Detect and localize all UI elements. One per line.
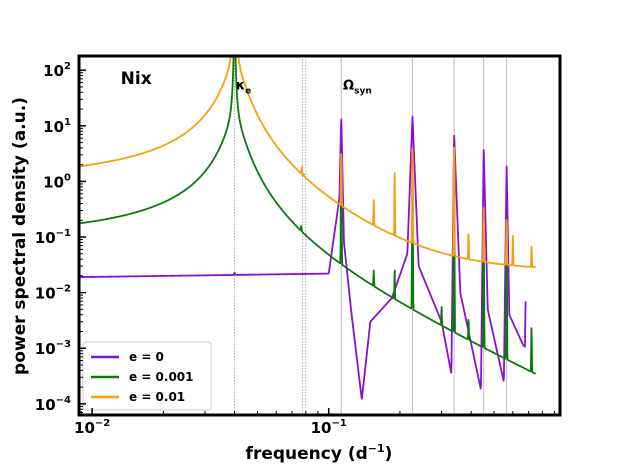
x-tick-label-0: 10−2 — [74, 418, 110, 437]
y-tick-label-6: 10−4 — [35, 395, 71, 414]
series-line-0 — [79, 115, 527, 400]
y-tick-label-1: 101 — [43, 117, 71, 136]
legend-box — [82, 341, 212, 411]
annotation-omega: Ωsyn — [343, 78, 372, 96]
y-tick-label-4: 10−2 — [35, 284, 71, 303]
annotation-nix: Nix — [121, 69, 152, 89]
x-tick-label-1: 10−1 — [311, 418, 347, 437]
legend-label-2: e = 0.01 — [129, 390, 185, 404]
legend: e = 0 e = 0.001 e = 0.01 — [82, 341, 212, 411]
plot-frame — [77, 54, 562, 417]
y-tick-label-2: 100 — [43, 172, 71, 191]
series-line-1 — [79, 56, 537, 375]
y-tick-label-3: 10−1 — [35, 228, 71, 247]
annotations: Nix κe Ωsyn — [121, 69, 372, 96]
legend-label-1: e = 0.001 — [129, 370, 194, 384]
legend-label-0: e = 0 — [129, 350, 164, 364]
y-axis-title: power spectral density (a.u.) — [10, 97, 30, 375]
y-tick-label-0: 102 — [43, 61, 71, 80]
axis-ticks: 10−2 10−1 102 101 100 10−1 10−2 10−3 10−4 — [35, 61, 555, 437]
series-layer — [79, 56, 537, 400]
annotation-kappa: κe — [236, 78, 251, 96]
x-axis-title: frequency (d−1) — [246, 442, 393, 464]
y-tick-label-5: 10−3 — [35, 339, 71, 358]
series-line-2 — [79, 56, 537, 269]
